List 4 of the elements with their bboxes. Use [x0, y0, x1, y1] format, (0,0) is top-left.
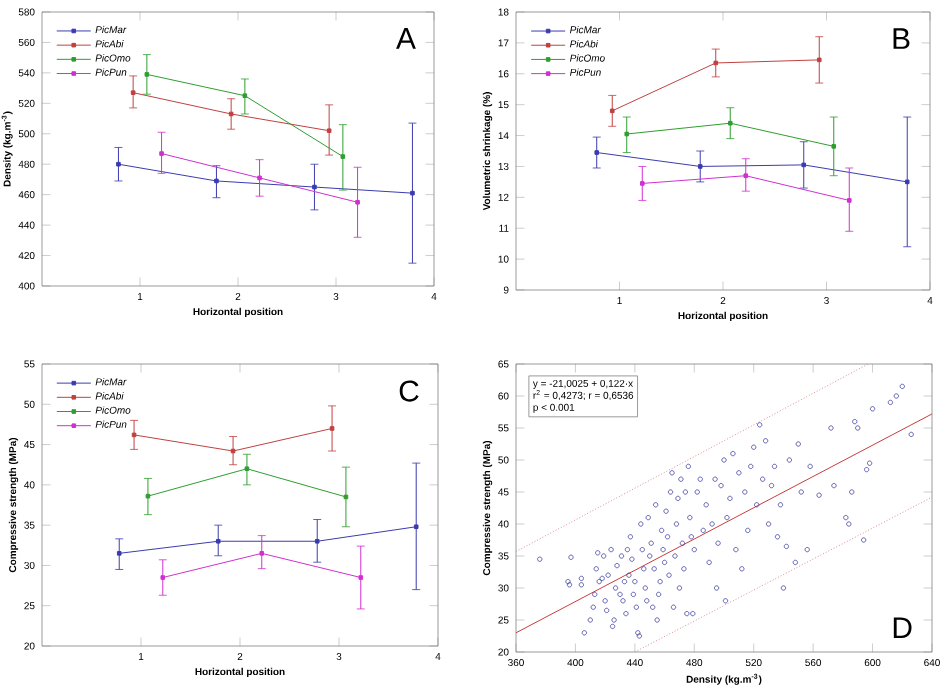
annotation: D [893, 617, 912, 639]
annotation: B [893, 28, 910, 49]
annotation: C [399, 380, 419, 402]
annotation: A [396, 28, 416, 49]
